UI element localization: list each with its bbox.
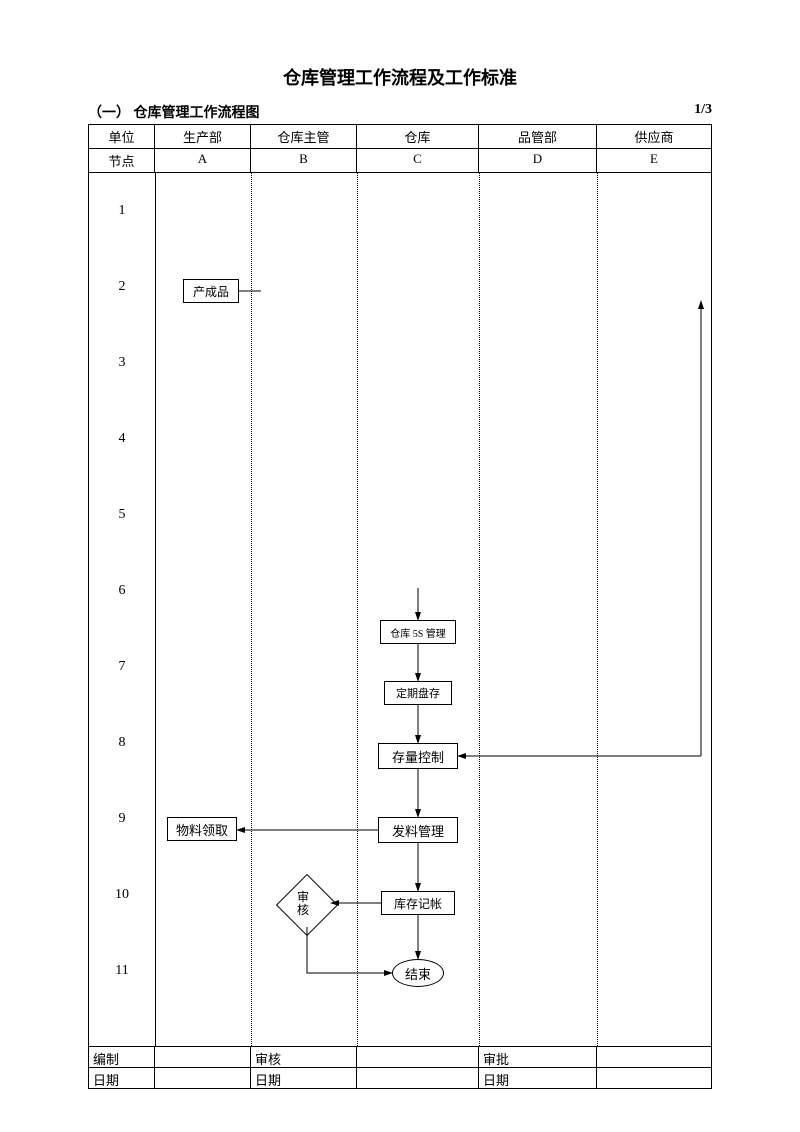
flowchart-box: 定期盘存 [384,681,452,705]
header-col-5: 供应商 [597,125,711,148]
row-number: 7 [89,659,155,675]
row-number: 11 [89,963,155,979]
footer-cell [597,1068,711,1088]
footer-cell [357,1068,479,1088]
node-label: 节点 [89,149,155,172]
footer-cell: 审批 [479,1047,597,1067]
flowchart-diamond-label: 审核 [297,891,309,917]
flowchart-box: 产成品 [183,279,239,303]
flowchart-box: 库存记帐 [381,891,455,915]
footer-cell [155,1068,251,1088]
dotted-divider [251,173,252,1046]
row-number: 3 [89,355,155,371]
flowchart-box: 存量控制 [378,743,458,769]
dotted-divider [357,173,358,1046]
node-col-1: A [155,149,251,172]
page-title: 仓库管理工作流程及工作标准 [0,0,800,102]
node-col-4: D [479,149,597,172]
header-col-3: 仓库 [357,125,479,148]
row-number: 8 [89,735,155,751]
row-number: 6 [89,583,155,599]
node-col-2: B [251,149,357,172]
flowchart-box: 仓库 5S 管理 [380,620,456,644]
header-row: 单位 生产部 仓库主管 仓库 品管部 供应商 [89,125,711,149]
row-number: 1 [89,203,155,219]
header-col-1: 生产部 [155,125,251,148]
solid-divider [155,173,156,1046]
footer-row-1: 编制 审核 审批 [89,1047,711,1068]
footer-cell: 编制 [89,1047,155,1067]
row-number: 9 [89,811,155,827]
flowchart-box: 物料领取 [167,817,237,841]
table-container: 单位 生产部 仓库主管 仓库 品管部 供应商 节点 A B C D E 1 2 3 4… [88,124,712,1089]
subtitle-row: （一） 仓库管理工作流程图 1/3 [0,102,800,122]
footer-cell: 审核 [251,1047,357,1067]
row-number: 2 [89,279,155,295]
subtitle-left: （一） 仓库管理工作流程图 [88,102,260,122]
dotted-divider [597,173,598,1046]
footer-cell [597,1047,711,1067]
dotted-divider [479,173,480,1046]
row-number: 10 [89,887,155,903]
footer-cell [155,1047,251,1067]
flowchart-box: 发料管理 [378,817,458,843]
chart-area: 1 2 3 4 5 6 7 8 9 10 11 产成品仓库 5S 管理定期盘存存量控制物料领取 发料管… [89,173,711,1047]
flowchart-ellipse: 结束 [392,959,444,987]
header-unit: 单位 [89,125,155,148]
row-number: 4 [89,431,155,447]
row-number: 5 [89,507,155,523]
page-number: 1/3 [694,102,712,122]
footer-cell: 日期 [89,1068,155,1088]
footer-cell: 日期 [479,1068,597,1088]
node-col-5: E [597,149,711,172]
flowchart-arrows [89,173,711,1046]
header-col-4: 品管部 [479,125,597,148]
node-row: 节点 A B C D E [89,149,711,173]
footer-row-2: 日期 日期 日期 [89,1068,711,1088]
footer-cell [357,1047,479,1067]
header-col-2: 仓库主管 [251,125,357,148]
node-col-3: C [357,149,479,172]
footer-cell: 日期 [251,1068,357,1088]
